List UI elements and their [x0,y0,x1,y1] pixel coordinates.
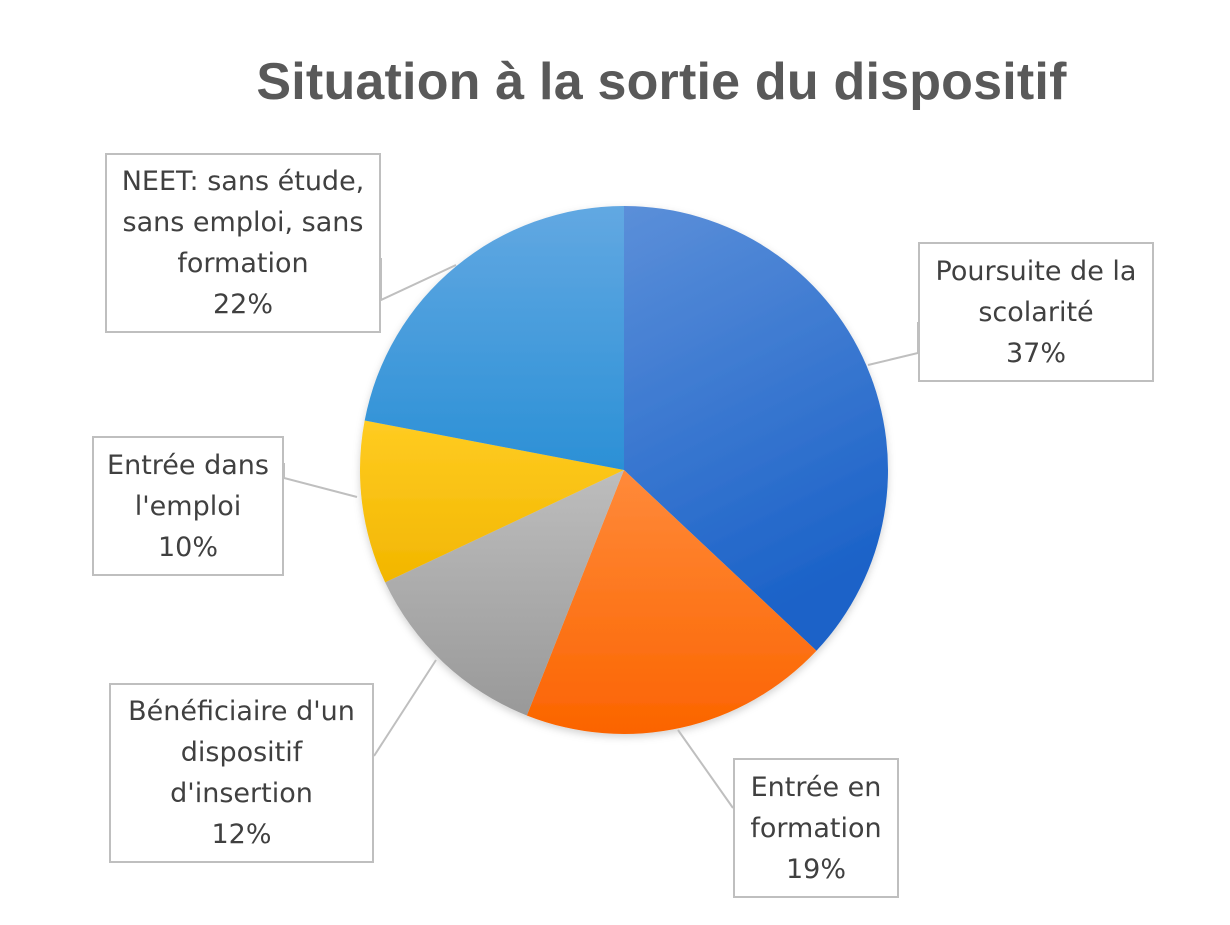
callout-label-line: scolarité [978,296,1094,328]
slice-poursuite-scolarite [624,206,888,651]
callout-percent: 22% [212,289,273,320]
callout-poursuite-scolarite: Poursuite de la scolarité 37% [918,242,1154,382]
callout-label-line: Entrée en [750,771,882,803]
callout-label-line: formation [177,248,309,279]
slice-entree-formation [526,470,817,734]
chart-title: Situation à la sortie du dispositif [256,53,1067,111]
callout-label-line: sans emploi, sans [122,207,364,238]
callout-label-line: Entrée dans [107,449,269,481]
callout-percent: 10% [157,531,218,563]
callout-percent: 37% [1005,337,1066,369]
callout-label-line: formation [750,812,882,844]
leader-line [380,258,457,302]
callout-label-line: l'emploi [134,490,242,522]
callout-label-line: dispositif [180,737,303,768]
callout-entree-formation: Entrée en formation 19% [733,758,899,898]
leader-line [283,463,358,498]
slice-neet [364,206,624,470]
leader-line [677,729,734,809]
callout-label-line: Poursuite de la [935,255,1137,287]
slice-entree-emploi [360,420,624,583]
leader-line [373,659,437,757]
slice-beneficiaire-insertion [385,470,624,716]
callout-percent: 19% [785,853,846,885]
callout-label-line: Bénéficiaire d'un [128,696,355,727]
callout-entree-emploi: Entrée dans l'emploi 10% [92,436,284,576]
callout-percent: 12% [211,819,272,850]
callout-label-line: d'insertion [170,778,313,809]
callout-beneficiaire-insertion: Bénéficiaire d'un dispositif d'insertion 12… [109,683,374,863]
callout-label-line: NEET: sans étude, [121,166,365,197]
callout-neet: NEET: sans étude, sans emploi, sans format… [105,153,381,333]
leader-line [867,322,919,366]
